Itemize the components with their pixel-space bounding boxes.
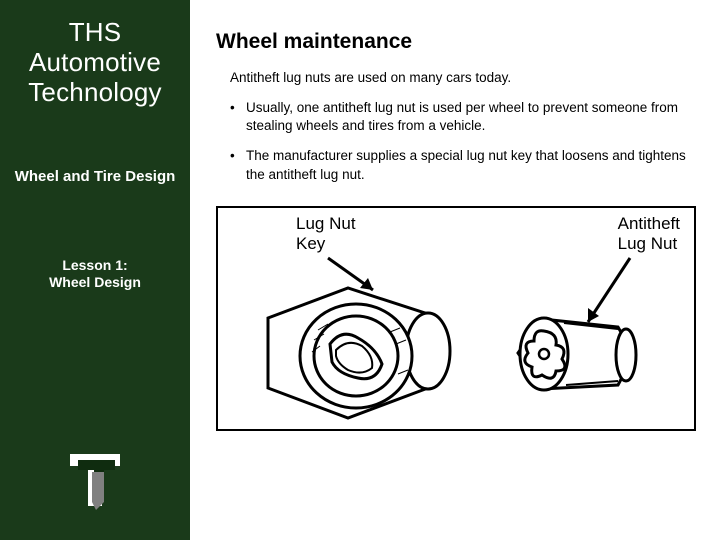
section-title: Wheel and Tire Design — [10, 168, 180, 185]
bullet-item: Usually, one antitheft lug nut is used p… — [230, 99, 696, 135]
bullet-list: Usually, one antitheft lug nut is used p… — [230, 99, 696, 184]
sidebar: THS Automotive Technology Wheel and Tire… — [0, 0, 190, 540]
diagram-figure: Lug Nut Key Antitheft Lug Nut — [216, 206, 696, 431]
title-line-2: Automotive — [29, 47, 161, 77]
course-title: THS Automotive Technology — [10, 18, 180, 108]
lesson-line-2: Wheel Design — [49, 274, 141, 290]
intro-text: Antitheft lug nuts are used on many cars… — [230, 70, 696, 85]
slide-heading: Wheel maintenance — [216, 30, 696, 54]
bullet-item: The manufacturer supplies a special lug … — [230, 147, 696, 183]
title-line-1: THS — [69, 17, 122, 47]
lesson-line-1: Lesson 1: — [62, 257, 127, 273]
lesson-title: Lesson 1: Wheel Design — [10, 257, 180, 292]
main-content: Wheel maintenance Antitheft lug nuts are… — [190, 0, 720, 540]
title-line-3: Technology — [28, 77, 162, 107]
school-logo-icon — [60, 444, 130, 514]
lug-nut-diagram-icon — [218, 208, 694, 429]
